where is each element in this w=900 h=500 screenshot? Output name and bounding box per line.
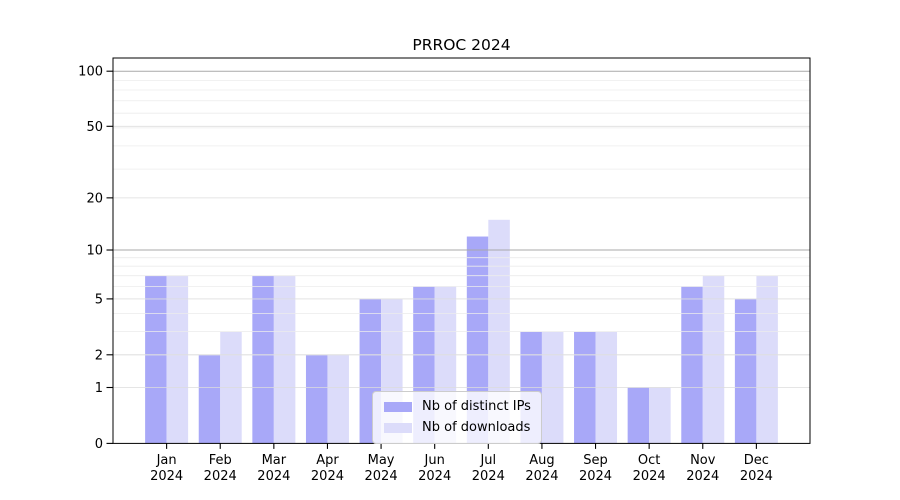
legend-swatch-downloads bbox=[384, 422, 412, 433]
y-tick-label: 0 bbox=[95, 437, 103, 452]
bar-distinct-ips-mar bbox=[252, 275, 274, 444]
legend-swatch-distinct-ips bbox=[384, 401, 412, 412]
x-tick-label-month: Dec bbox=[744, 453, 769, 468]
bar-downloads-dec bbox=[756, 275, 778, 444]
x-tick-label-month: Jan bbox=[156, 453, 177, 468]
x-tick-label-month: Sep bbox=[583, 453, 608, 468]
y-tick-label: 100 bbox=[78, 65, 103, 80]
x-tick-label-year: 2024 bbox=[257, 469, 290, 484]
chart-title: PRROC 2024 bbox=[412, 36, 511, 54]
x-tick-label-month: May bbox=[368, 453, 395, 468]
x-tick-label-month: Feb bbox=[209, 453, 232, 468]
x-tick-label-month: Mar bbox=[262, 453, 287, 468]
bar-downloads-apr bbox=[327, 354, 349, 444]
x-tick-label-year: 2024 bbox=[472, 469, 505, 484]
x-tick-label-year: 2024 bbox=[579, 469, 612, 484]
bar-downloads-nov bbox=[702, 275, 725, 444]
bar-distinct-ips-dec bbox=[734, 298, 757, 444]
x-tick-label-year: 2024 bbox=[633, 469, 666, 484]
x-tick-label-month: Aug bbox=[529, 453, 554, 468]
x-tick-label-year: 2024 bbox=[418, 469, 451, 484]
y-tick-label: 20 bbox=[86, 191, 103, 206]
bar-distinct-ips-jan bbox=[145, 275, 167, 444]
legend-label-downloads: Nb of downloads bbox=[422, 420, 531, 435]
y-tick-label: 50 bbox=[86, 120, 103, 135]
bar-distinct-ips-nov bbox=[681, 286, 703, 444]
x-tick-label-year: 2024 bbox=[686, 469, 719, 484]
bar-downloads-jan bbox=[166, 275, 189, 444]
x-tick-label-year: 2024 bbox=[740, 469, 773, 484]
y-tick-label: 10 bbox=[86, 244, 103, 259]
bar-distinct-ips-apr bbox=[305, 354, 328, 444]
x-tick-label-year: 2024 bbox=[150, 469, 183, 484]
x-tick-label-year: 2024 bbox=[204, 469, 237, 484]
y-tick-label: 1 bbox=[95, 381, 103, 396]
legend-item-downloads: Nb of downloads bbox=[384, 417, 537, 438]
x-tick-label-year: 2024 bbox=[525, 469, 558, 484]
bar-distinct-ips-oct bbox=[627, 387, 650, 444]
y-tick-label: 5 bbox=[95, 292, 103, 307]
x-tick-label-year: 2024 bbox=[365, 469, 398, 484]
legend-item-distinct-ips: Nb of distinct IPs bbox=[384, 396, 537, 417]
x-tick-label-year: 2024 bbox=[311, 469, 344, 484]
x-tick-label-month: Oct bbox=[638, 453, 660, 468]
x-tick-label-month: Jun bbox=[424, 453, 445, 468]
legend-label-distinct-ips: Nb of distinct IPs bbox=[422, 399, 531, 414]
legend: Nb of distinct IPs Nb of downloads bbox=[372, 391, 542, 444]
bar-distinct-ips-feb bbox=[198, 354, 221, 444]
bar-downloads-oct bbox=[649, 387, 671, 444]
y-tick-label: 2 bbox=[95, 348, 103, 363]
x-tick-label-month: Jul bbox=[479, 453, 496, 468]
x-tick-label-month: Nov bbox=[690, 453, 716, 468]
bar-downloads-mar bbox=[273, 275, 296, 444]
x-tick-label-month: Apr bbox=[316, 453, 339, 468]
